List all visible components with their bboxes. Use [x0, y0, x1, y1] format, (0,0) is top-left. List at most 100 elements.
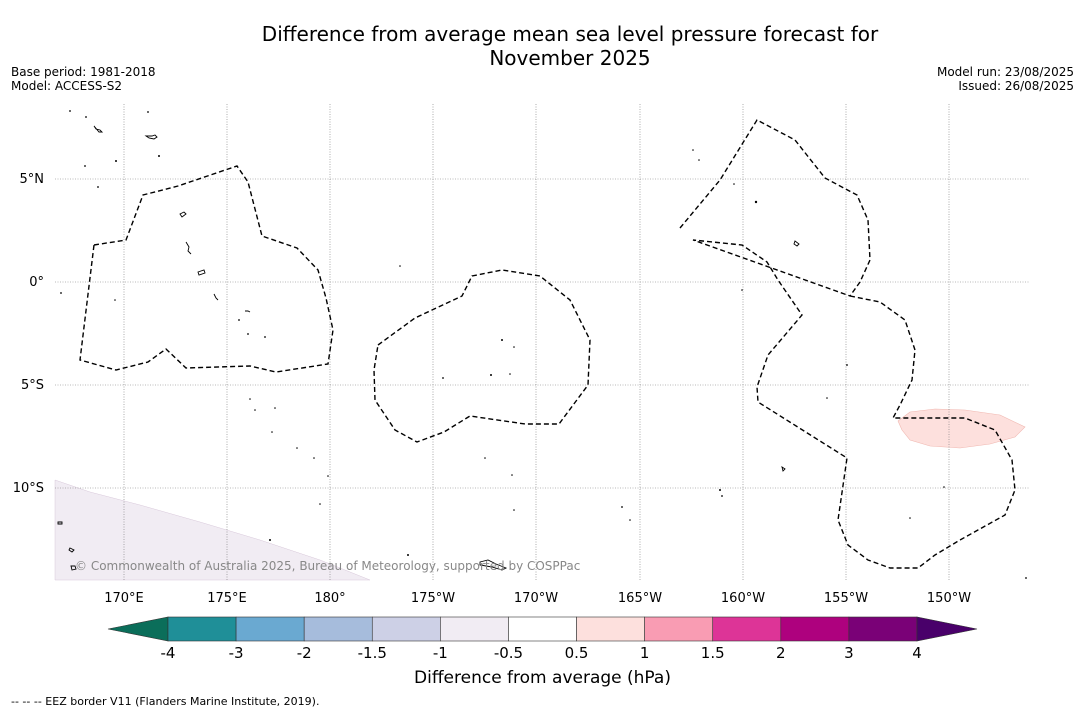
- colorbar-bin: [644, 616, 714, 642]
- island: [185, 241, 192, 255]
- islands: [57, 125, 800, 571]
- eez-borders: [79, 119, 1016, 569]
- island: [399, 265, 401, 267]
- island: [70, 565, 77, 571]
- island: [144, 134, 158, 140]
- map-title: Difference from average mean sea level p…: [0, 22, 1085, 70]
- colorbar-tick-label: -4: [161, 644, 176, 662]
- island: [271, 431, 273, 433]
- title-line-2: November 2025: [489, 46, 651, 70]
- colorbar-bin: [712, 616, 782, 642]
- lat-label: 5°S: [21, 378, 44, 393]
- colorbar-bin: [780, 616, 850, 642]
- island: [274, 407, 276, 409]
- colorbar-tick-label: -3: [229, 644, 244, 662]
- island: [213, 293, 219, 301]
- island-dots: [60, 110, 1027, 579]
- copyright-text: © Commonwealth of Australia 2025, Bureau…: [75, 559, 580, 573]
- island: [114, 299, 116, 301]
- colorbar-max-arrow: [916, 616, 978, 642]
- lon-label: 155°W: [824, 591, 868, 606]
- island: [147, 111, 149, 113]
- map-background: [55, 104, 1030, 580]
- island: [249, 398, 251, 400]
- island: [60, 292, 62, 294]
- island: [513, 509, 515, 511]
- island: [846, 364, 848, 366]
- island: [629, 519, 631, 521]
- lon-label: 175°W: [411, 591, 455, 606]
- title-line-1: Difference from average mean sea level p…: [261, 22, 879, 46]
- lon-label: 180°: [314, 591, 345, 606]
- island: [245, 310, 251, 313]
- island: [826, 397, 828, 399]
- colorbar-bin: [440, 616, 509, 642]
- meta-right: Model run: 23/08/2025 Issued: 26/08/2025: [937, 65, 1074, 93]
- lat-label: 5°N: [20, 172, 45, 187]
- lon-label: 170°E: [104, 591, 144, 606]
- gridlines: [55, 104, 1030, 580]
- island: [692, 149, 694, 151]
- lon-label: 165°W: [618, 591, 662, 606]
- colorbar-bin: [371, 616, 441, 642]
- anomaly-region-positive: [897, 408, 1026, 449]
- lat-label: 0°: [29, 275, 44, 290]
- colorbar-bin: [576, 616, 645, 642]
- island: [97, 186, 99, 188]
- island: [719, 489, 721, 491]
- island: [733, 183, 735, 185]
- colorbar: -4 -3 -2 -1.5 -1 -0.5 0.5 1 1.5 2 3 4: [107, 616, 978, 662]
- lon-label: 160°W: [721, 591, 765, 606]
- lon-axis-labels: 170°E 175°E 180° 175°W 170°W 165°W 160°W…: [104, 591, 971, 606]
- island: [247, 333, 249, 335]
- colorbar-bin: [235, 616, 305, 642]
- model-name: Model: ACCESS-S2: [11, 79, 123, 93]
- island: [621, 506, 623, 508]
- colorbar-tick-label: 2: [776, 644, 786, 662]
- island: [1025, 577, 1027, 579]
- island: [115, 160, 117, 162]
- meta-left: Base period: 1981-2018 Model: ACCESS-S2: [11, 65, 156, 93]
- colorbar-tick-label: -1: [433, 644, 448, 662]
- model-run: Model run: 23/08/2025: [936, 65, 1074, 79]
- eez-border-phoenix: [373, 269, 591, 443]
- colorbar-tick-label: -2: [297, 644, 312, 662]
- colorbar-label: Difference from average (hPa): [414, 668, 671, 688]
- island: [85, 116, 87, 118]
- island: [269, 539, 271, 541]
- island: [327, 475, 329, 477]
- island: [68, 547, 75, 553]
- island: [296, 447, 298, 449]
- colorbar-tick-label: 3: [844, 644, 854, 662]
- lon-label: 170°W: [514, 591, 558, 606]
- island: [442, 377, 444, 379]
- base-period: Base period: 1981-2018: [11, 65, 156, 79]
- island: [698, 159, 700, 161]
- lat-label: 10°S: [13, 481, 44, 496]
- island: [158, 155, 160, 157]
- colorbar-tick-label: 4: [912, 644, 922, 662]
- island: [313, 457, 315, 459]
- anomaly-region-negative: [54, 479, 371, 581]
- island: [943, 486, 945, 488]
- map-area: © Commonwealth of Australia 2025, Bureau…: [54, 104, 1030, 581]
- colorbar-tick-label: 1.5: [701, 644, 725, 662]
- island: [57, 521, 63, 525]
- colorbar-bin: [848, 616, 918, 642]
- island: [909, 517, 911, 519]
- lon-label: 175°E: [207, 591, 247, 606]
- island: [254, 409, 256, 411]
- lon-label: 150°W: [927, 591, 971, 606]
- island: [781, 465, 786, 472]
- island: [741, 289, 743, 291]
- colorbar-tick-label: -0.5: [494, 644, 523, 662]
- eez-footnote: -- -- -- EEZ border V11 (Flanders Marine…: [11, 695, 320, 708]
- lat-axis-labels: 5°N 0° 5°S 10°S: [13, 172, 44, 496]
- colorbar-min-arrow: [107, 616, 169, 642]
- island: [754, 200, 758, 204]
- island: [793, 240, 800, 247]
- island: [93, 125, 104, 133]
- island: [264, 336, 266, 338]
- island: [407, 554, 409, 556]
